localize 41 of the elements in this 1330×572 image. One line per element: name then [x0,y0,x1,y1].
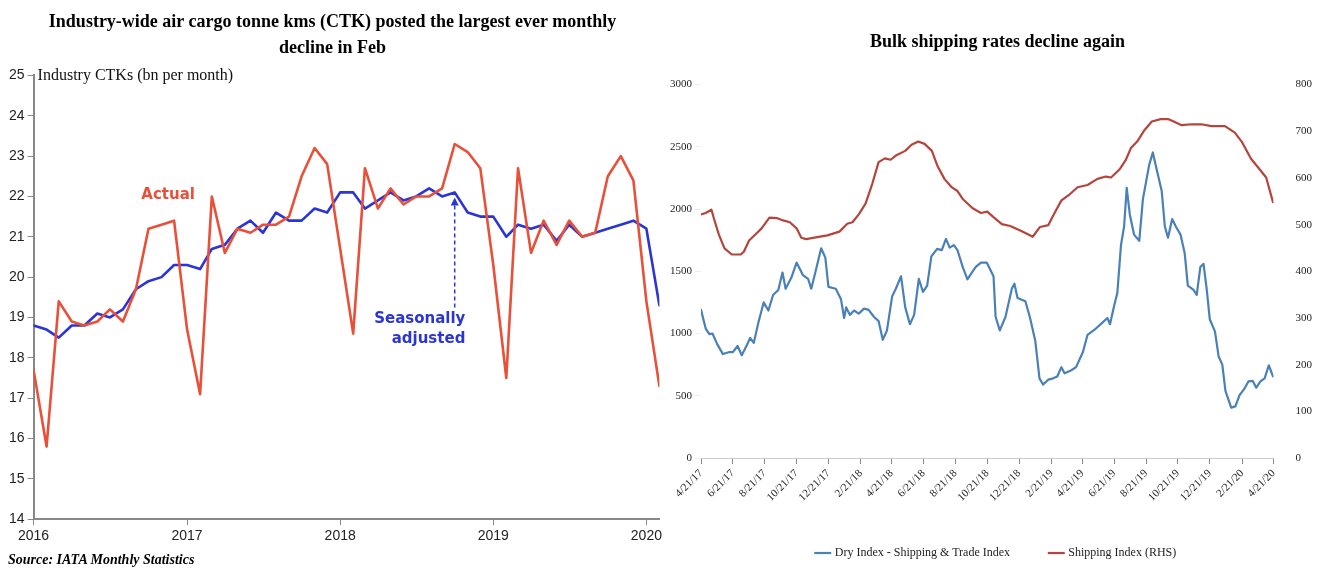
legend-label: Shipping Index (RHS) [1068,545,1177,560]
y-tick-label: 22 [8,187,25,204]
y2-tick-label: 600 [1295,170,1313,183]
chart-title: Industry-wide air cargo tonne kms (CTK) posted the largest ever monthly decline in Feb [47,10,618,59]
x-tick-label: 2017 [171,527,203,544]
x-tick-label: 2018 [324,527,356,544]
x-tick-label: 2019 [477,527,510,544]
y-tick-label: 17 [8,389,25,406]
text: Seasonally adjusted [374,309,466,348]
y-tick-label: 15 [8,469,25,486]
y-tick-label: 19 [8,308,25,325]
y-tick-label: 1500 [670,264,693,277]
y-tick-label: 24 [8,106,25,123]
source-note: Source: IATA Monthly Statistics [8,552,195,568]
y-tick-label: 16 [8,429,25,446]
y-tick-label: 2000 [670,201,693,214]
y2-tick-label: 200 [1295,357,1313,370]
y-tick-label: 21 [8,227,25,244]
y-tick-label: 2500 [670,139,693,152]
y2-tick-label: 0 [1295,450,1302,463]
x-tick-label: 2020 [630,527,663,544]
y2-tick-label: 100 [1295,404,1313,417]
y2-tick-label: 500 [1295,217,1313,230]
y2-tick-label: 800 [1295,77,1313,90]
y-tick-label: 0 [686,450,693,463]
y-tick-label: 23 [8,146,25,163]
y-tick-label: 1000 [670,326,693,339]
y-tick-label: 25 [8,66,25,83]
y-tick-label: 500 [675,388,693,401]
y2-tick-label: 300 [1295,310,1313,323]
y-tick-label: 3000 [670,77,693,90]
x-tick-label: 2016 [17,527,50,544]
y2-tick-label: 700 [1295,124,1313,137]
chart-title: Bulk shipping rates decline again [868,30,1127,53]
legend-label: Dry Index - Shipping & Trade Index [834,545,1011,560]
y2-tick-label: 400 [1295,264,1313,277]
series-label: Actual [141,185,195,204]
y-tick-label: 14 [8,510,25,527]
y-tick-label: 18 [8,348,25,365]
y-axis-title: Industry CTKs (bn per month) [37,65,234,84]
y-tick-label: 20 [8,267,25,284]
